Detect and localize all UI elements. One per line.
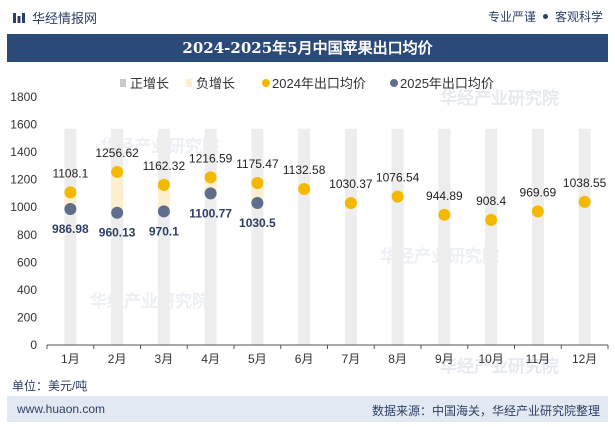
slogan-tag-2: 客观科学 — [554, 10, 603, 24]
legend-label-2: 负增长 — [196, 76, 235, 91]
x-tick-label: 8月 — [388, 352, 407, 366]
top-bar: 华经情报网 专业严谨 客观科学 — [0, 0, 615, 34]
point-2025 — [64, 203, 77, 216]
point-2024 — [344, 197, 357, 210]
slogan-tag-1: 专业严谨 — [487, 10, 536, 24]
background-column — [391, 128, 404, 345]
x-tick-label: 10月 — [478, 352, 503, 366]
data-label-2025: 1100.77 — [189, 206, 232, 220]
data-label-2024: 1038.55 — [563, 176, 607, 190]
point-2024 — [578, 195, 591, 208]
point-2024 — [157, 178, 170, 191]
x-tick-label: 1月 — [61, 352, 80, 366]
y-tick-label: 1200 — [10, 173, 37, 187]
watermark-text: 华经产业研究院 — [440, 88, 559, 108]
brand-name: 华经情报网 — [32, 11, 98, 26]
background-column — [344, 128, 357, 345]
data-label-2024: 1162.32 — [143, 159, 186, 173]
y-tick-label: 800 — [17, 228, 37, 242]
unit-label: 单位：美元/吨 — [12, 379, 88, 393]
y-tick-label: 1600 — [10, 118, 37, 132]
legend-label-3: 2024年出口均价 — [272, 76, 366, 91]
legend-label-4: 2025年出口均价 — [400, 76, 494, 91]
point-2024 — [531, 205, 544, 218]
x-tick-label: 5月 — [248, 352, 267, 366]
watermark-text: 华经产业研究院 — [440, 356, 559, 374]
data-label-2024: 1076.54 — [376, 171, 420, 185]
slogan: 专业严谨 客观科学 — [488, 8, 603, 25]
point-2024 — [204, 171, 217, 184]
y-tick-label: 400 — [17, 283, 37, 297]
data-label-2024: 1175.47 — [236, 157, 279, 171]
x-tick-label: 9月 — [435, 352, 454, 366]
legend-marker-4 — [390, 79, 398, 87]
data-label-2024: 1030.37 — [329, 177, 373, 191]
x-tick-label: 7月 — [342, 352, 361, 366]
x-tick-label: 6月 — [295, 352, 314, 366]
negative-growth-bar — [157, 184, 170, 212]
negative-growth-bar — [111, 171, 124, 213]
background-column — [438, 128, 451, 345]
background-column — [531, 128, 544, 345]
data-label-2024: 1256.62 — [95, 146, 139, 160]
data-label-2025: 970.1 — [149, 224, 179, 238]
background-column — [64, 128, 77, 345]
x-tick-label: 12月 — [572, 352, 597, 366]
y-tick-label: 1800 — [10, 90, 37, 104]
point-2024 — [64, 186, 77, 199]
y-tick-label: 600 — [17, 255, 37, 269]
point-2024 — [298, 182, 311, 195]
separator-dot-icon — [542, 14, 548, 19]
point-2024 — [251, 177, 264, 190]
legend-marker-2 — [186, 79, 192, 87]
legend-marker-1 — [120, 79, 126, 87]
x-tick-label: 4月 — [201, 352, 220, 366]
brand-logo-icon — [13, 12, 25, 23]
point-2025 — [251, 197, 264, 210]
point-2025 — [204, 187, 217, 200]
chart-title: 2024-2025年5月中国苹果出口均价 — [7, 34, 608, 62]
point-2025 — [157, 205, 170, 218]
data-label-2024: 944.89 — [426, 189, 463, 203]
x-tick-label: 2月 — [108, 352, 127, 366]
point-2024 — [485, 213, 498, 226]
data-label-2024: 1132.58 — [283, 163, 326, 177]
data-label-2025: 960.13 — [99, 226, 136, 240]
legend-label-1: 正增长 — [130, 76, 169, 91]
point-2024 — [391, 190, 404, 203]
point-2024 — [111, 165, 124, 178]
brand[interactable]: 华经情报网 — [12, 8, 97, 27]
data-label-2025: 986.98 — [52, 222, 89, 236]
point-2024 — [438, 208, 451, 221]
y-tick-label: 200 — [17, 310, 37, 324]
background-column — [578, 128, 591, 345]
footer-bar: www.huaon.com 数据来源：中国海关，华经产业研究院整理 — [7, 396, 608, 422]
data-label-2024: 1108.1 — [52, 166, 88, 180]
data-label-2025: 1030.5 — [239, 216, 276, 230]
data-label-2024: 969.69 — [520, 185, 557, 199]
data-source: 数据来源：中国海关，华经产业研究院整理 — [371, 404, 600, 418]
chart-canvas: 华经产业研究院华经产业研究院华经产业研究院华经产业研究院华经产业研究院正增长负增… — [10, 76, 609, 374]
background-column — [485, 128, 498, 345]
x-tick-label: 3月 — [155, 352, 174, 366]
y-tick-label: 0 — [30, 338, 37, 352]
website-link[interactable]: www.huaon.com — [17, 402, 106, 416]
y-tick-label: 1000 — [10, 200, 37, 214]
y-tick-label: 1400 — [10, 145, 37, 159]
point-2025 — [111, 206, 124, 219]
watermark-text: 华经产业研究院 — [90, 291, 209, 311]
background-column — [298, 128, 311, 345]
legend-marker-3 — [262, 79, 270, 87]
data-label-2024: 908.4 — [476, 194, 506, 208]
x-tick-label: 11月 — [526, 352, 550, 366]
data-label-2024: 1216.59 — [189, 151, 233, 165]
